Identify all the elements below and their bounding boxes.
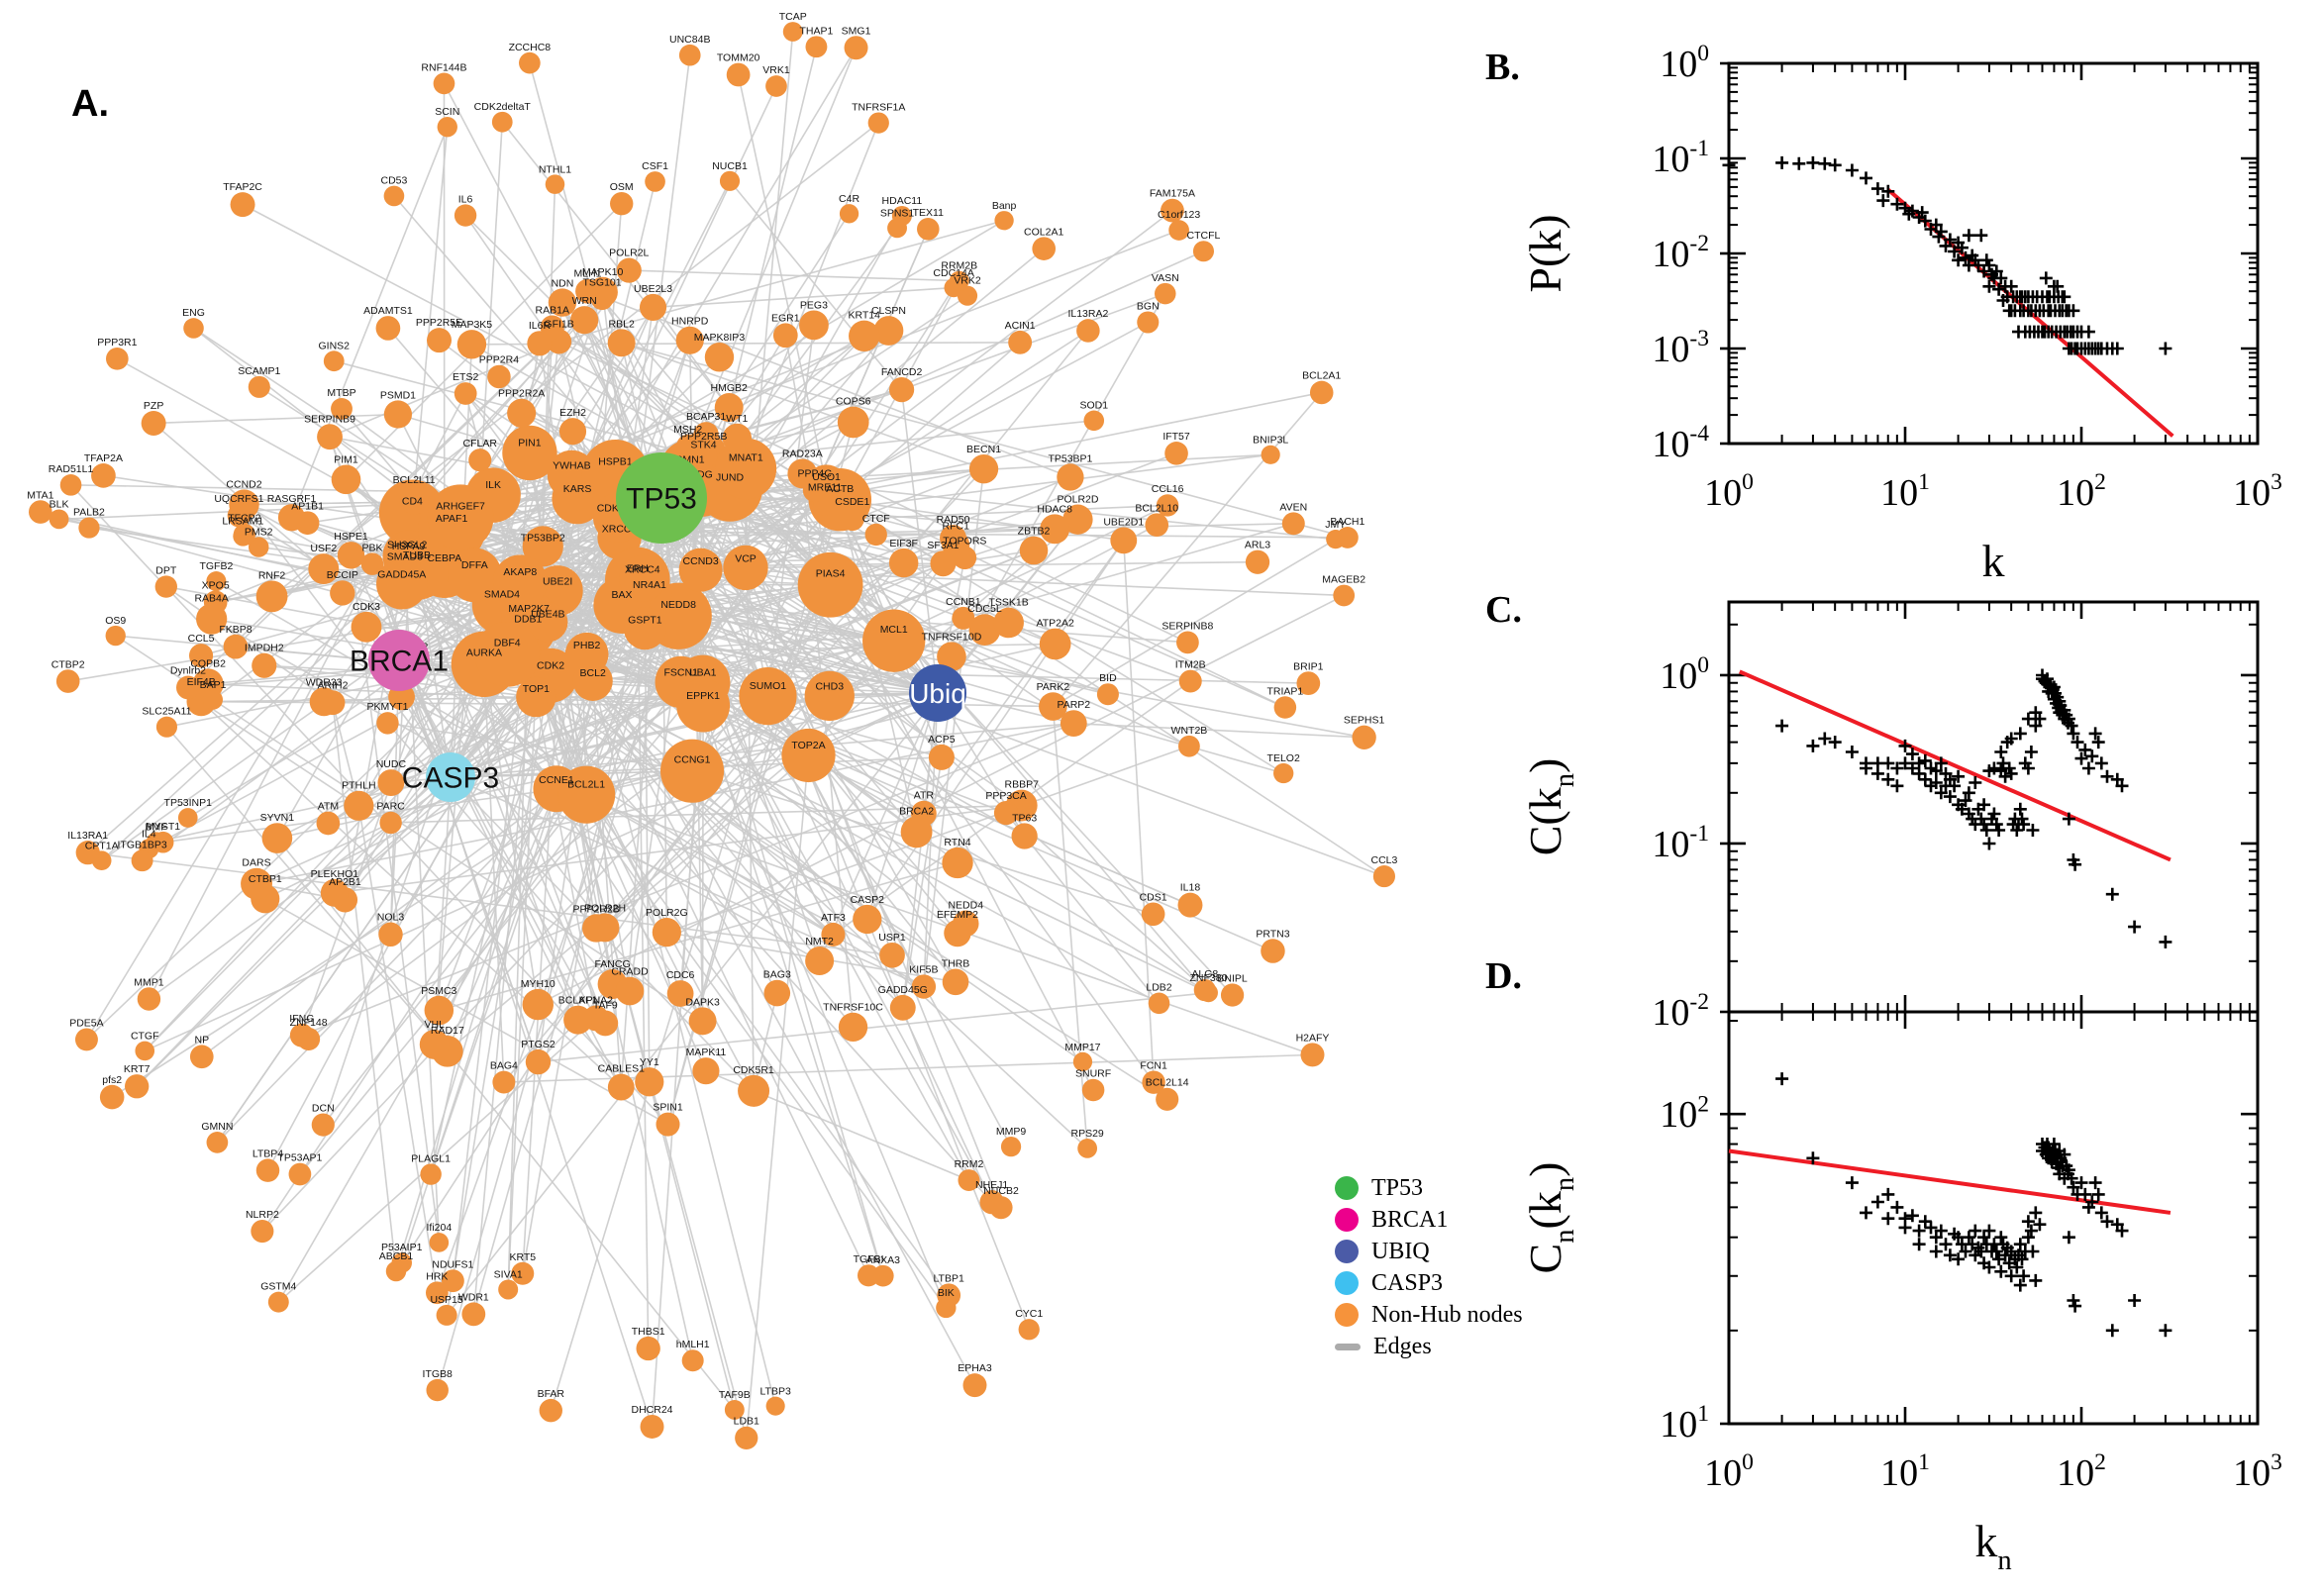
svg-text:UBA1: UBA1 [689, 666, 717, 678]
ubiq-node-icon [1335, 1240, 1359, 1263]
svg-text:JUND: JUND [716, 472, 744, 484]
svg-text:CHD3: CHD3 [815, 681, 844, 693]
panel-label-a: A. [71, 83, 109, 125]
brca1-node-icon [1335, 1208, 1359, 1232]
legend-label: TP53 [1371, 1174, 1424, 1201]
svg-text:UBE2I: UBE2I [543, 575, 572, 587]
svg-text:kn: kn [1974, 1516, 2011, 1576]
svg-text:NR4A1: NR4A1 [633, 579, 666, 591]
svg-text:10-1: 10-1 [1652, 136, 1709, 180]
svg-text:ACTB: ACTB [826, 483, 854, 495]
svg-text:100: 100 [1660, 652, 1709, 697]
svg-text:CD4: CD4 [402, 496, 423, 508]
svg-text:101: 101 [1880, 1449, 1930, 1494]
svg-text:BCL2L1: BCL2L1 [567, 778, 605, 790]
svg-text:10-2: 10-2 [1652, 231, 1709, 275]
svg-text:100: 100 [1704, 1449, 1754, 1494]
legend-item-edges: Edges [1335, 1331, 1523, 1362]
svg-text:HSPA9: HSPA9 [392, 541, 426, 552]
svg-text:TUBB: TUBB [403, 549, 431, 561]
casp3-node-icon [1335, 1271, 1359, 1295]
svg-text:10-3: 10-3 [1652, 326, 1709, 370]
svg-text:CEBPA: CEBPA [427, 552, 461, 564]
legend-item-casp3: CASP3 [1335, 1267, 1523, 1299]
legend-label: BRCA1 [1371, 1206, 1449, 1233]
svg-text:TOP1: TOP1 [523, 683, 550, 695]
svg-text:C(kn): C(kn) [1520, 758, 1580, 856]
svg-text:103: 103 [2233, 1449, 2282, 1494]
plot-ckn: 100 10-1 10-2 C(kn) [1520, 600, 2260, 1034]
svg-text:100: 100 [1660, 41, 1709, 85]
svg-text:PIAS4: PIAS4 [816, 568, 846, 580]
legend-label: Non-Hub nodes [1371, 1301, 1523, 1328]
panel-label-c: C. [1485, 589, 1522, 631]
legend-item-tp53: TP53 [1335, 1172, 1523, 1204]
edge-line-icon [1335, 1343, 1361, 1350]
svg-text:10-4: 10-4 [1652, 421, 1709, 465]
panel-label-d: D. [1485, 955, 1522, 997]
legend-item-brca1: BRCA1 [1335, 1204, 1523, 1236]
svg-text:Cn(kn): Cn(kn) [1520, 1162, 1580, 1274]
svg-text:TP53BP2: TP53BP2 [521, 533, 565, 545]
svg-text:NEDD8: NEDD8 [660, 599, 696, 611]
svg-text:CCND3: CCND3 [683, 555, 719, 567]
nonhub-node-icon [1335, 1303, 1359, 1327]
svg-text:P(k): P(k) [1520, 214, 1570, 292]
network-node-labels: NEDD8KARSDDB1XRCC6PCNACDK2CCNE1CCND3UBA1… [27, 11, 1397, 1428]
svg-text:100: 100 [1704, 469, 1754, 514]
panel-label-b: B. [1485, 47, 1520, 88]
legend-item-ubiq: UBIQ [1335, 1236, 1523, 1267]
svg-text:102: 102 [1660, 1091, 1709, 1136]
svg-text:103: 103 [2233, 469, 2282, 514]
svg-text:TOP2A: TOP2A [791, 740, 825, 751]
network-nodes [29, 22, 1395, 1449]
svg-text:ERH: ERH [627, 562, 649, 574]
svg-text:VCP: VCP [735, 553, 757, 565]
svg-text:DDB1: DDB1 [514, 614, 542, 626]
svg-text:CCNE1: CCNE1 [539, 774, 574, 786]
tp53-node-icon [1335, 1176, 1359, 1200]
svg-text:10-2: 10-2 [1652, 989, 1709, 1034]
svg-text:YWHAB: YWHAB [553, 459, 591, 471]
network-graph: NEDD8KARSDDB1XRCC6PCNACDK2CCNE1CCND3UBA1… [27, 11, 1397, 1449]
svg-text:101: 101 [1880, 469, 1930, 514]
legend-label: CASP3 [1371, 1269, 1444, 1296]
svg-text:MCL1: MCL1 [880, 624, 908, 636]
svg-text:ILK: ILK [485, 479, 501, 491]
legend-item-nonhub: Non-Hub nodes [1335, 1299, 1523, 1331]
svg-text:BAX: BAX [612, 589, 633, 601]
svg-text:102: 102 [2057, 469, 2106, 514]
plot-pk: 100 101 102 103 100 10-1 10-2 10-3 10-4 k P(k) [1520, 41, 2282, 586]
svg-text:BCL2: BCL2 [580, 667, 606, 679]
legend: TP53 BRCA1 UBIQ CASP3 Non-Hub nodes Edge… [1335, 1172, 1523, 1362]
legend-label: UBIQ [1371, 1238, 1430, 1264]
svg-text:PHB2: PHB2 [573, 640, 601, 651]
svg-text:PIN1: PIN1 [518, 438, 542, 449]
svg-text:SMAD3: SMAD3 [387, 551, 423, 563]
svg-text:KARS: KARS [563, 483, 592, 495]
svg-text:CDK2: CDK2 [537, 659, 564, 671]
svg-text:10-1: 10-1 [1652, 821, 1709, 865]
legend-label: Edges [1373, 1333, 1432, 1359]
svg-text:AURKA: AURKA [466, 648, 502, 659]
svg-text:101: 101 [1660, 1401, 1709, 1446]
svg-text:102: 102 [2057, 1449, 2106, 1494]
svg-text:SUMO1: SUMO1 [750, 680, 787, 692]
svg-text:APAF1: APAF1 [436, 513, 468, 525]
svg-text:k: k [1982, 536, 2005, 586]
svg-text:SMAD4: SMAD4 [484, 588, 520, 600]
